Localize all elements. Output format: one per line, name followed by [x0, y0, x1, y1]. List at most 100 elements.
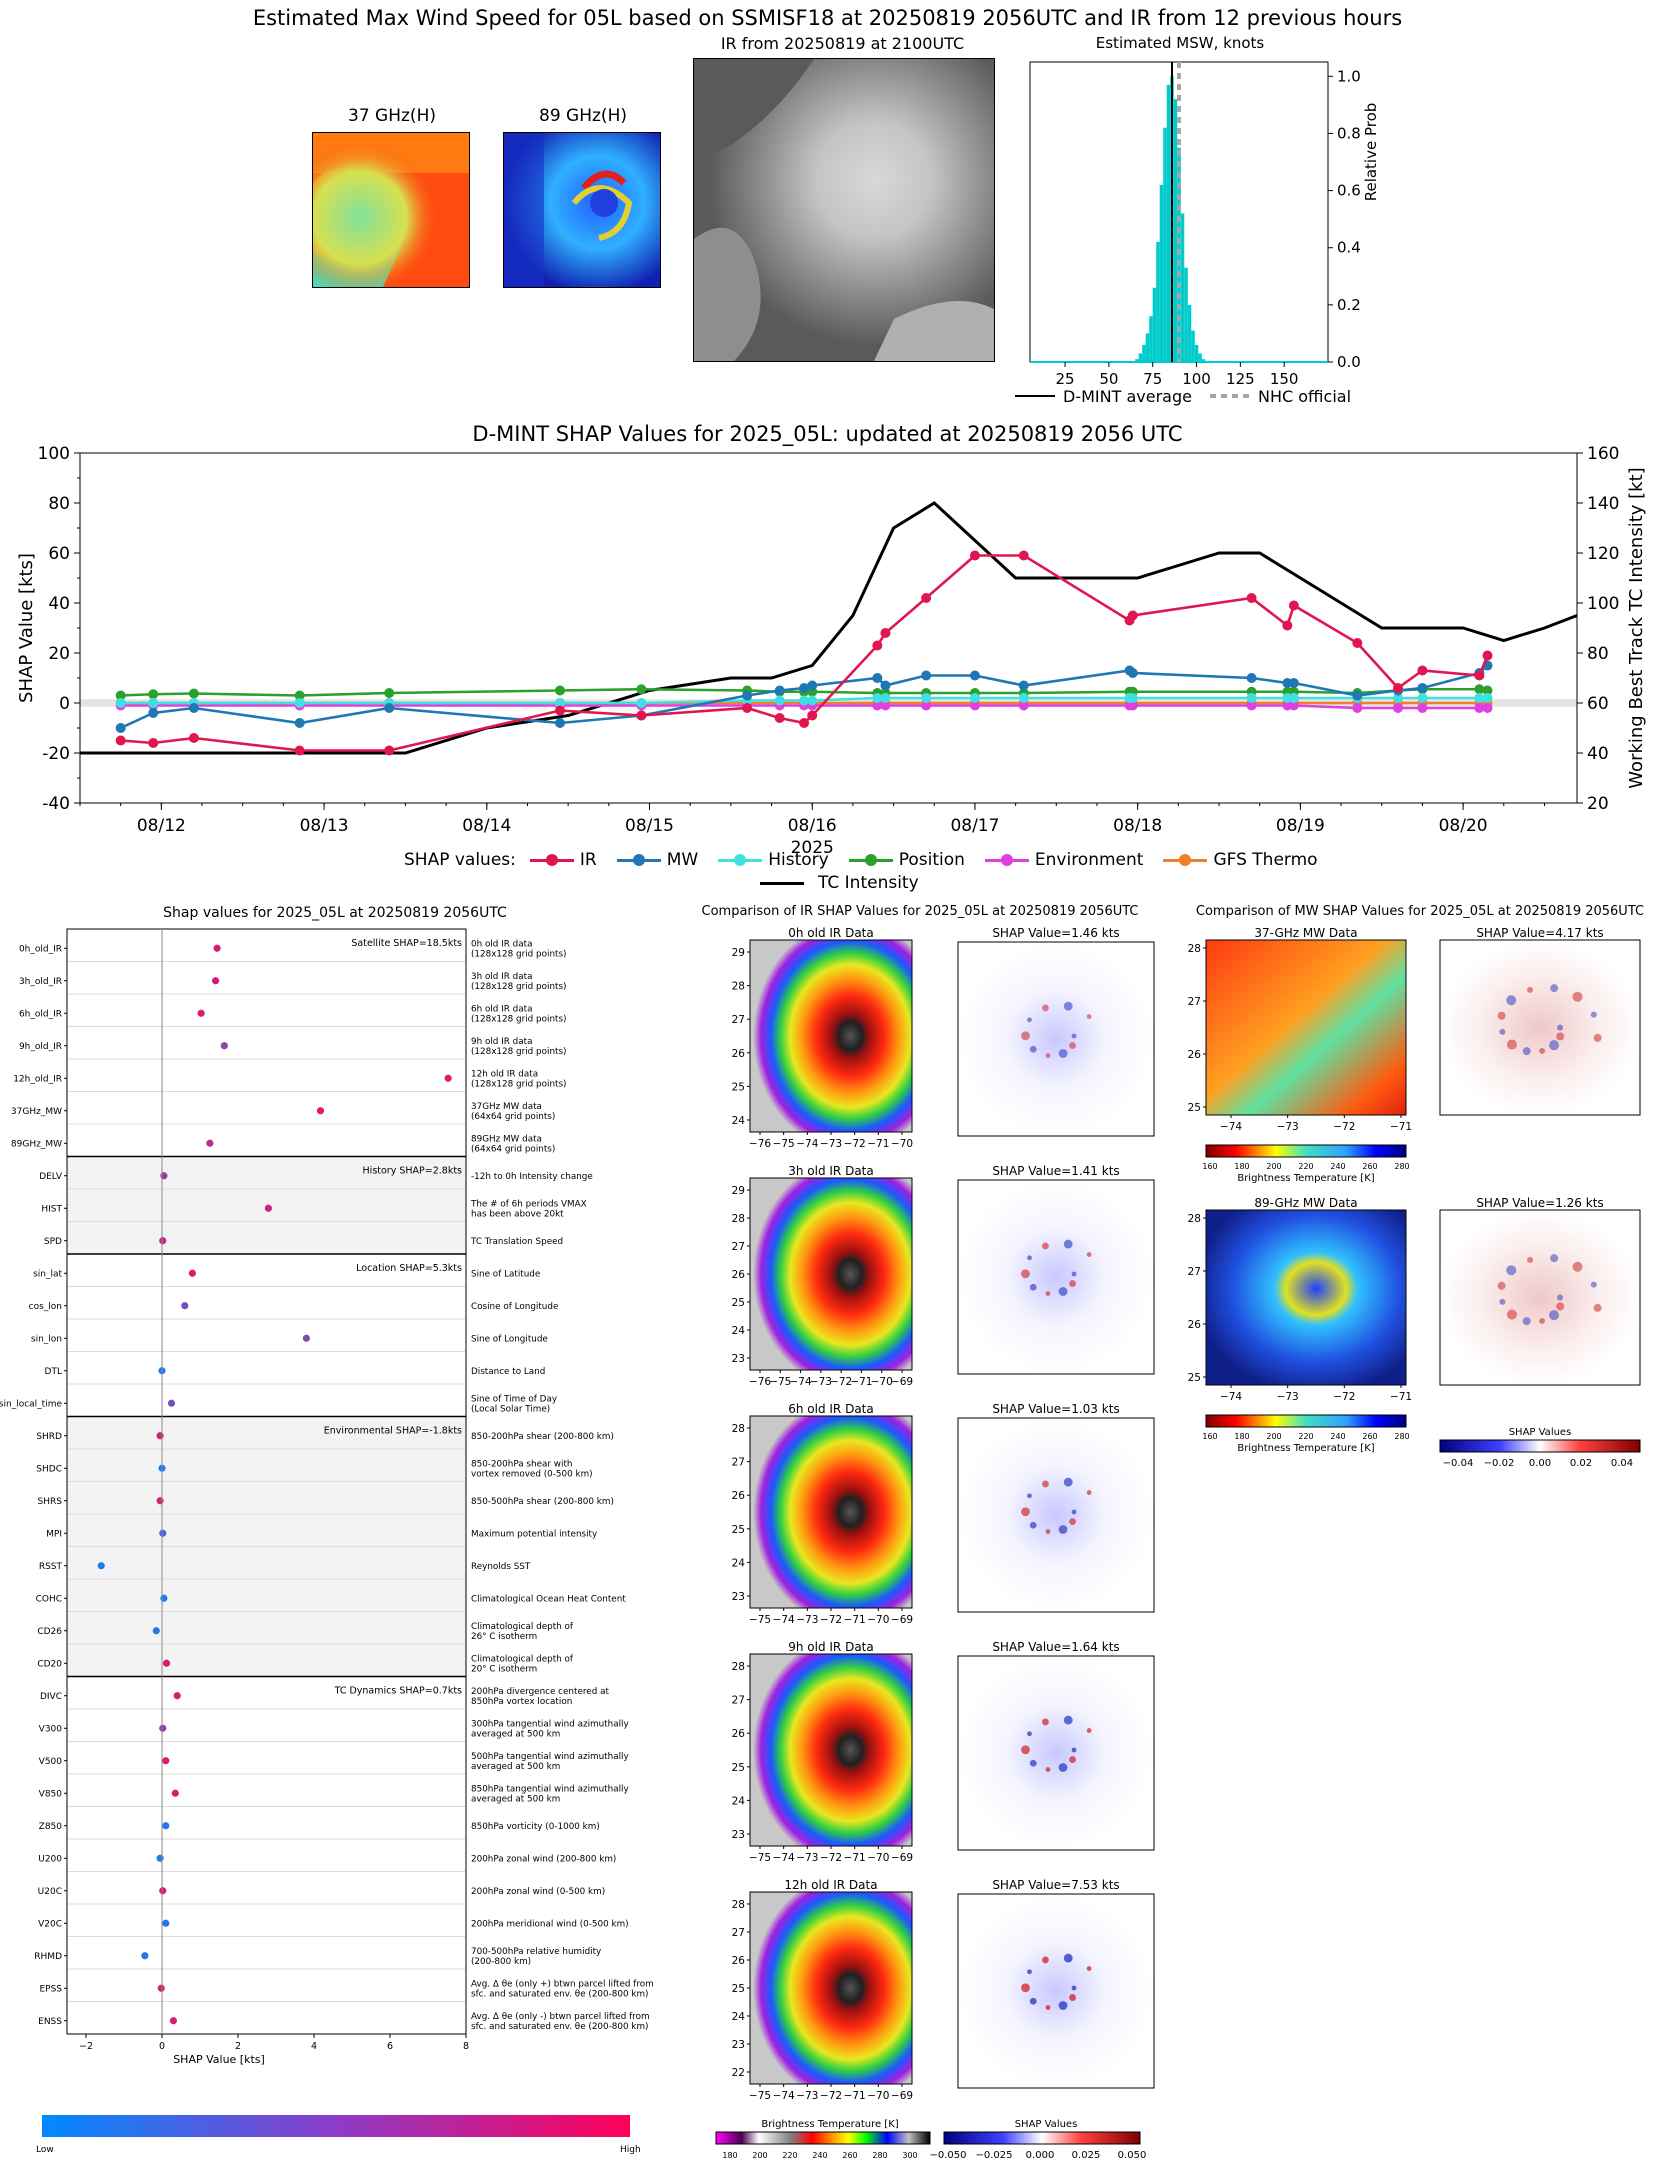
series-point [774, 685, 785, 696]
feature-description: The # of 6h periods VMAX [470, 1199, 587, 1209]
shap-timeseries-title: D-MINT SHAP Values for 2025_05L: updated… [472, 422, 1183, 446]
feature-description: 0h old IR data [471, 939, 533, 949]
series-point [1417, 703, 1428, 713]
ir-panel-image [749, 1891, 913, 2085]
series-point [1482, 685, 1493, 696]
histogram-x-tick-label: 125 [1226, 370, 1255, 388]
mw-bt-tick: 240 [1330, 1162, 1345, 1171]
feature-label: V850 [39, 1789, 63, 1799]
ir-shap-image [957, 1417, 1155, 1613]
series-point [799, 683, 810, 693]
mw-shap-blob [1539, 1317, 1546, 1324]
series-line-environment [120, 704, 1488, 710]
series-point [1352, 703, 1363, 713]
histogram-y-tick-label: 0.8 [1337, 124, 1361, 142]
ir-y-tick-label: 29 [732, 947, 745, 959]
shap-blob [1086, 1966, 1092, 1971]
mw-shap-blob [1497, 1281, 1506, 1290]
ir-panel-image [749, 939, 913, 1133]
series-point [1352, 638, 1363, 648]
series-point [1393, 693, 1404, 703]
ir-y-tick-label: 28 [732, 1899, 745, 1911]
feature-description: 12h old IR data [471, 1069, 538, 1079]
feature-description: (128x128 grid points) [471, 1079, 567, 1089]
ir-x-tick-label: −74 [773, 1852, 795, 1864]
feature-description: Distance to Land [471, 1367, 545, 1377]
feature-description: Sine of Latitude [471, 1269, 540, 1279]
strip-x-tick-label: −2 [79, 2041, 93, 2052]
mw-shap-tick: −0.02 [1484, 1458, 1515, 1469]
feature-label: sin_local_time [0, 1399, 62, 1409]
mw-shap-blob [1506, 1265, 1517, 1276]
feature-label: 12h_old_IR [13, 1074, 62, 1084]
series-point [742, 703, 753, 713]
mw-bt-label: Brightness Temperature [K] [1237, 1443, 1374, 1454]
series-point [1018, 680, 1029, 691]
mw-y-tick-label: 26 [1188, 1049, 1202, 1061]
series-point [115, 690, 126, 701]
series-point [1246, 673, 1257, 683]
feature-dot [162, 1659, 171, 1667]
mw-y-tick-label: 25 [1188, 1372, 1201, 1384]
series-point [1474, 703, 1485, 713]
feature-dot [444, 1074, 452, 1082]
feature-dot [157, 1984, 165, 1992]
series-point [799, 695, 810, 706]
y2-axis-label: Working Best Track TC Intensity [kt] [1626, 467, 1647, 788]
series-point [969, 693, 980, 703]
ir-y-tick-label: 29 [732, 1185, 745, 1197]
shap-blob [1027, 1731, 1032, 1737]
feature-dot [173, 1692, 181, 1700]
feature-description: averaged at 500 km [471, 1729, 560, 1739]
x-tick-label: 08/18 [1113, 816, 1162, 836]
ir-y-tick-label: 28 [732, 1213, 745, 1225]
series-point [921, 693, 932, 703]
ir-y-tick-label: 27 [732, 1241, 745, 1253]
feature-label: SHRD [36, 1432, 62, 1442]
series-point [1417, 693, 1428, 703]
shap-blob [1029, 1997, 1037, 2005]
shap-blob [1021, 1269, 1030, 1279]
mw-y-tick-label: 27 [1188, 1266, 1201, 1278]
ir-y-tick-label: 26 [732, 1955, 746, 1967]
feature-dot [156, 1497, 164, 1505]
intensity-legend-label: TC Intensity [818, 873, 919, 893]
ir-panel-label: 12h old IR Data [784, 1878, 877, 1892]
ir-x-tick-label: −74 [796, 1138, 818, 1150]
feature-description: averaged at 500 km [471, 1794, 560, 1804]
ir-shap-label: SHAP Value=1.64 kts [992, 1640, 1119, 1654]
mw-panel-image [1205, 1209, 1407, 1386]
msw-title: Estimated MSW, knots [1095, 34, 1265, 52]
series-point [807, 710, 818, 721]
mw-shap-blob [1527, 986, 1534, 993]
shap-blob [1021, 1745, 1030, 1755]
shap-legend: SHAP values: IR MW History Position Environm… [404, 850, 1318, 870]
ir-x-tick-label: −70 [867, 1852, 889, 1864]
shap-blob [1063, 1239, 1073, 1249]
feature-label: V500 [39, 1757, 63, 1767]
series-point [294, 698, 305, 708]
feature-label: 9h_old_IR [19, 1042, 62, 1052]
series-point [742, 690, 753, 701]
shap-blob [1069, 1280, 1076, 1287]
series-point [1288, 600, 1299, 611]
ir-x-tick-label: −73 [796, 1614, 818, 1626]
ir-x-tick-label: −72 [844, 1138, 866, 1150]
ir-x-tick-label: −71 [844, 1852, 866, 1864]
series-point [969, 550, 980, 561]
ir-shap-tick: 0.000 [1026, 2150, 1055, 2158]
ir-x-tick-label: −75 [749, 1614, 771, 1626]
feature-label: V300 [39, 1724, 63, 1734]
mw-bt-tick: 160 [1202, 1162, 1217, 1171]
feature-dot [160, 1594, 168, 1602]
ir-panel-label: 9h old IR Data [788, 1640, 874, 1654]
ir-y-tick-label: 25 [732, 1983, 745, 1995]
ir-x-tick-label: −70 [867, 1614, 889, 1626]
feature-description: (64x64 grid points) [471, 1144, 555, 1154]
histogram-x-tick-label: 50 [1099, 370, 1118, 388]
y-tick-label: 100 [38, 445, 70, 464]
mw-bt-tick: 220 [1298, 1162, 1313, 1171]
series-point [384, 745, 395, 756]
ir-x-tick-label: −69 [891, 2090, 913, 2102]
